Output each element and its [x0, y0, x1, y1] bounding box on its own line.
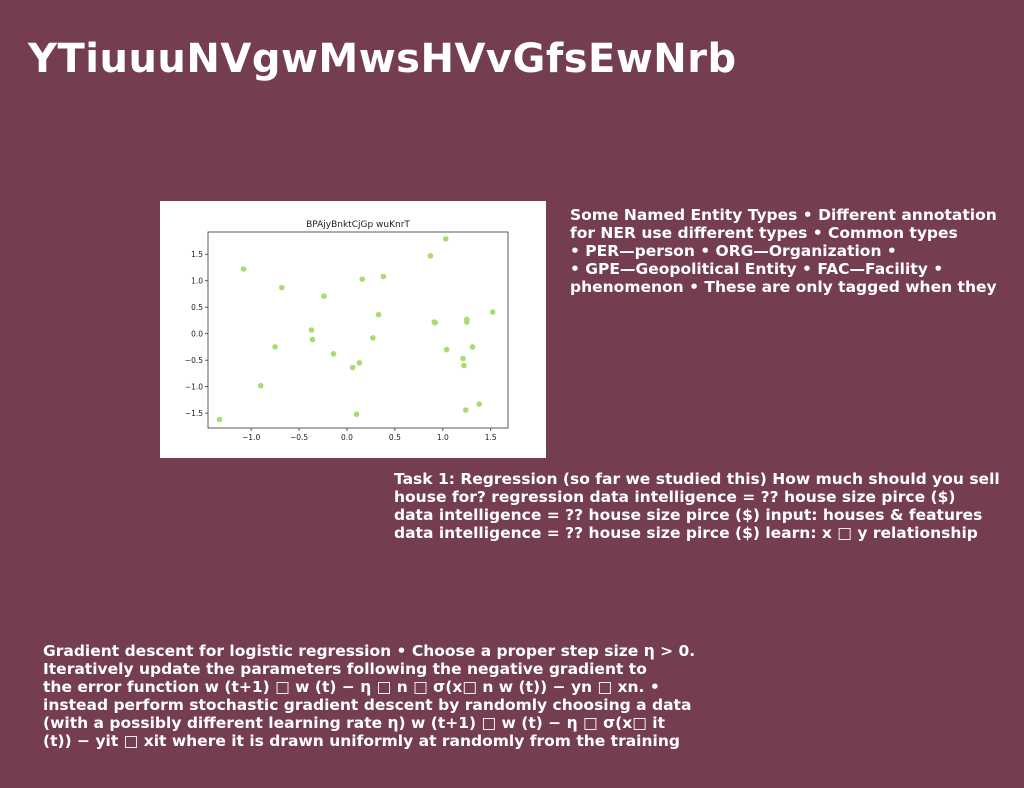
scatter-point [257, 382, 264, 389]
scatter-point [476, 401, 483, 407]
y-tick-label: 0.5 [191, 303, 203, 312]
scatter-chart: BPAjyBnktCjGp wuKnrT −1.0 −0.5 0.0 0.5 1.0 1.… [160, 201, 546, 458]
entities-text-line: • GPE—Geopolitical Entity • FAC—Facility… [570, 260, 944, 278]
slide-title: YTiuuuNVgwMwsHVvGfsEwNrb [28, 36, 737, 82]
task-text-line: data intelligence = ?? house size pirce … [394, 524, 978, 542]
x-tick-label: −1.0 [242, 433, 260, 442]
scatter-point [240, 266, 247, 272]
scatter-point [463, 407, 469, 413]
y-tick-label: −1.5 [185, 409, 203, 418]
scatter-point [356, 360, 363, 366]
gradient-text-line: (with a possibly different learning rate… [43, 714, 666, 732]
scatter-point [309, 336, 316, 343]
scatter-point [321, 293, 327, 299]
scatter-point [469, 344, 476, 350]
named-entity-text-block: Some Named Entity Types • Different anno… [570, 206, 997, 296]
scatter-point [442, 236, 449, 242]
chart-title: BPAjyBnktCjGp wuKnrT [306, 220, 410, 230]
scatter-point [443, 346, 450, 353]
scatter-point [308, 327, 315, 333]
x-tick-label: 1.5 [485, 433, 497, 442]
scatter-point [216, 416, 223, 423]
scatter-point [370, 335, 376, 341]
gradient-text-line: (t)) − yit □ xit where it is drawn unifo… [43, 732, 680, 750]
gradient-descent-text-block: Gradient descent for logistic regression… [43, 642, 695, 750]
scatter-point [359, 276, 366, 282]
entities-text-line: • PER—person • ORG—Organization • [570, 242, 897, 260]
scatter-point [461, 362, 467, 369]
scatter-point [353, 411, 360, 418]
gradient-text-line: instead perform stochastic gradient desc… [43, 696, 692, 714]
y-tick-label: 0.0 [191, 330, 203, 339]
x-tick-label: 0.0 [341, 433, 353, 442]
gradient-text-line: Iteratively update the parameters follow… [43, 660, 647, 678]
task-text-line: data intelligence = ?? house size pirce … [394, 506, 983, 524]
entities-text-line: Some Named Entity Types • Different anno… [570, 206, 997, 224]
scatter-point [432, 319, 438, 326]
gradient-text-line: Gradient descent for logistic regression… [43, 642, 696, 660]
task-text-line: house for? regression data intelligence … [394, 488, 956, 506]
x-tick-label: −0.5 [290, 433, 308, 442]
scatter-point [460, 355, 466, 362]
scatter-point [349, 364, 356, 371]
scatter-point [380, 273, 387, 280]
x-tick-label: 1.0 [437, 433, 449, 442]
entities-text-line: for NER use different types • Common typ… [570, 224, 958, 242]
y-tick-label: −1.0 [185, 383, 203, 392]
regression-task-text-block: Task 1: Regression (so far we studied th… [394, 470, 1000, 542]
y-tick-label: −0.5 [185, 356, 203, 365]
y-tick-label: 1.5 [191, 250, 203, 259]
scatter-point [463, 319, 470, 325]
scatter-point [427, 253, 434, 259]
scatter-point [330, 351, 337, 357]
scatter-point [375, 311, 382, 318]
entities-text-line: phenomenon • These are only tagged when … [570, 278, 997, 296]
x-tick-label: 0.5 [389, 433, 401, 442]
scatter-point [272, 344, 278, 350]
y-tick-label: 1.0 [191, 277, 203, 286]
scatter-point [279, 284, 285, 291]
scatter-chart-svg: BPAjyBnktCjGp wuKnrT −1.0 −0.5 0.0 0.5 1.0 1.… [185, 220, 509, 442]
scatter-point [489, 309, 496, 315]
task-text-line: Task 1: Regression (so far we studied th… [394, 470, 1000, 488]
plot-frame [207, 231, 509, 429]
gradient-text-line: the error function w (t+1) □ w (t) − η □… [43, 678, 660, 696]
